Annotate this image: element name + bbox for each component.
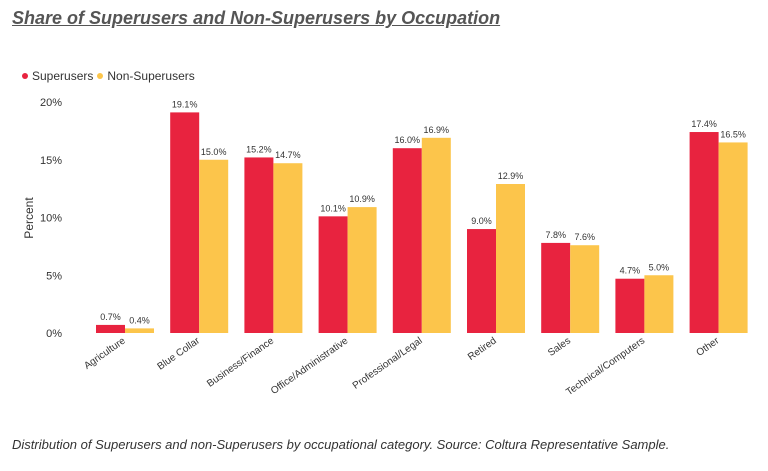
x-tick-label: Professional/Legal	[351, 335, 425, 391]
legend-swatch-superusers	[22, 73, 28, 79]
data-label: 5.0%	[649, 262, 670, 272]
bar-non-superusers-sales	[570, 245, 600, 333]
data-label: 12.9%	[498, 171, 524, 181]
data-label: 0.7%	[100, 312, 121, 322]
data-label: 17.4%	[691, 119, 717, 129]
legend: Superusers Non-Superusers	[22, 69, 199, 83]
legend-label-superusers: Superusers	[32, 69, 94, 83]
x-tick-label: Sales	[546, 335, 573, 358]
bar-superusers-sales	[541, 242, 571, 333]
bar-non-superusers-office-administrative	[347, 207, 377, 333]
y-axis-title: Percent	[22, 197, 36, 239]
x-tick-label: Business/Finance	[205, 335, 276, 390]
data-label: 16.9%	[424, 125, 450, 135]
bar-superusers-office-administrative	[318, 216, 348, 333]
bar-non-superusers-professional-legal	[421, 137, 451, 333]
y-tick-label: 15%	[40, 155, 62, 167]
legend-item-superusers: Superusers	[22, 69, 93, 83]
y-tick-label: 20%	[40, 97, 62, 109]
bar-non-superusers-other	[718, 142, 748, 333]
bar-non-superusers-agriculture	[125, 328, 154, 333]
bar-non-superusers-blue-collar	[199, 159, 229, 333]
data-label: 0.4%	[129, 315, 150, 325]
data-label: 14.7%	[275, 150, 301, 160]
x-tick-label: Agriculture	[82, 335, 128, 372]
data-label: 4.7%	[620, 266, 641, 276]
data-label: 15.0%	[201, 147, 227, 157]
bar-superusers-other	[689, 132, 719, 333]
data-label: 10.9%	[349, 194, 375, 204]
x-tick-label: Technical/Computers	[564, 335, 647, 398]
bar-non-superusers-technical-computers	[644, 275, 674, 333]
y-tick-label: 10%	[40, 213, 62, 225]
bar-superusers-agriculture	[96, 324, 125, 333]
data-label: 15.2%	[246, 144, 272, 154]
x-tick-label: Blue Collar	[156, 335, 203, 372]
data-label: 16.0%	[395, 135, 421, 145]
data-label: 16.5%	[720, 129, 746, 139]
data-label: 9.0%	[471, 216, 492, 226]
y-tick-label: 5%	[46, 270, 62, 282]
bar-superusers-business-finance	[244, 157, 274, 333]
bar-non-superusers-retired	[496, 184, 525, 333]
legend-label-non-superusers: Non-Superusers	[107, 69, 195, 83]
chart-caption: Distribution of Superusers and non-Super…	[12, 437, 670, 452]
x-tick-label: Office/Administrative	[269, 335, 351, 397]
legend-item-non-superusers: Non-Superusers	[97, 69, 195, 83]
data-label: 7.8%	[545, 230, 566, 240]
y-tick-label: 0%	[46, 328, 62, 340]
bar-superusers-blue-collar	[170, 112, 200, 334]
bar-superusers-professional-legal	[392, 148, 422, 333]
bar-superusers-technical-computers	[615, 278, 645, 333]
data-label: 7.6%	[574, 232, 595, 242]
data-label: 10.1%	[320, 203, 346, 213]
x-tick-label: Retired	[466, 335, 499, 363]
legend-swatch-non-superusers	[97, 73, 104, 79]
data-label: 19.1%	[172, 99, 198, 109]
bar-non-superusers-business-finance	[273, 163, 303, 333]
chart-title: Share of Superusers and Non-Superusers b…	[12, 8, 501, 28]
bar-superusers-retired	[467, 229, 496, 333]
bar-chart: Percent 0% 5% 10% 15% 20% 0.7% 0.4%Agriculture 1…	[22, 97, 748, 398]
x-tick-label: Other	[695, 335, 722, 359]
